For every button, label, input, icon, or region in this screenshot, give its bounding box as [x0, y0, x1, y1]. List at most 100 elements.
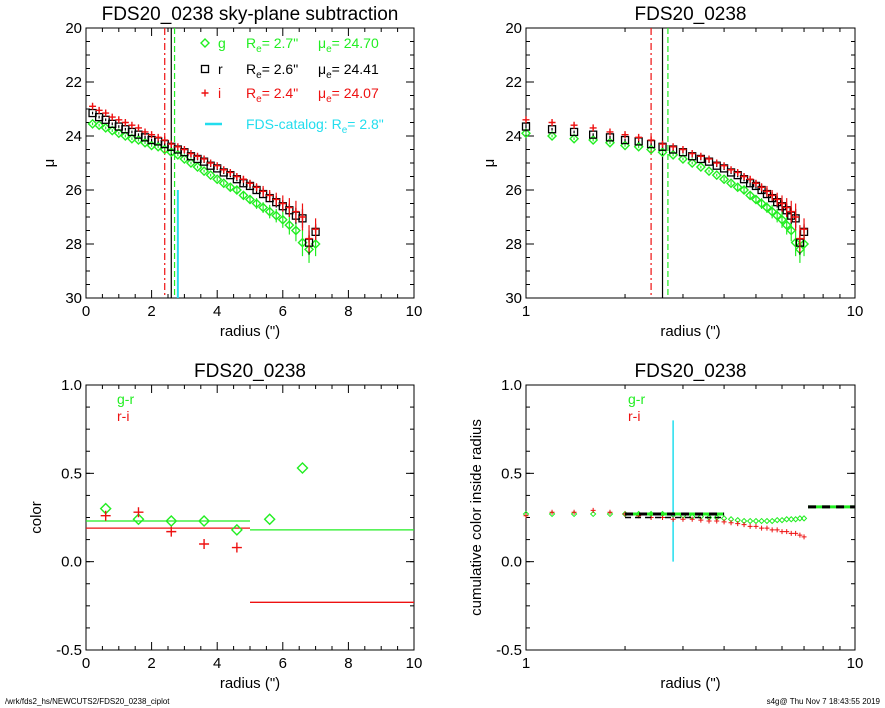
data-point-r-i [801, 534, 807, 540]
data-point-i [758, 183, 766, 191]
data-point-r-i [774, 527, 780, 533]
data-point-r-i [706, 518, 712, 524]
data-point-r-i [764, 525, 770, 531]
data-point-i [679, 146, 687, 153]
data-point-i [688, 150, 696, 158]
data-point-g [284, 220, 295, 231]
data-point-i [727, 166, 735, 174]
data-point-r-i [607, 509, 613, 515]
data-point-i [121, 119, 129, 126]
footer-timestamp: s4g@ Thu Nov 7 18:43:55 2019 [767, 697, 881, 706]
chart-title: FDS20_0238 sky-plane subtraction [102, 4, 399, 25]
y-tick-label: 30 [505, 290, 522, 307]
data-point-g-r [263, 513, 276, 526]
data-point-i [141, 128, 149, 136]
x-axis-label: radius (") [220, 323, 280, 340]
data-point-g-r [606, 510, 614, 518]
y-tick-label: 20 [65, 20, 82, 37]
data-point-i [647, 136, 655, 144]
data-point-g [756, 198, 767, 209]
data-point-g [521, 128, 531, 139]
data-point-r-i [721, 519, 727, 525]
data-point-i [128, 121, 136, 129]
data-point-g-r [296, 462, 309, 475]
data-point-g-r [746, 517, 754, 525]
data-point-i [589, 124, 597, 132]
data-point-g [87, 118, 98, 129]
data-point-i [548, 119, 556, 126]
data-point-i [266, 191, 274, 199]
data-point-g-r [548, 510, 556, 518]
data-point-i [705, 155, 713, 163]
y-tick-label: 0.5 [61, 465, 82, 482]
data-point-i [174, 143, 182, 151]
data-point-r-i [133, 507, 144, 518]
x-tick-label: 0 [82, 655, 90, 672]
x-tick-label: 10 [406, 655, 423, 672]
data-point-g [245, 194, 255, 205]
legend-mu-g: μe= 24.70 [318, 35, 379, 55]
data-point-r-i [199, 539, 210, 549]
data-point-g [212, 174, 223, 185]
data-point-i [201, 89, 209, 97]
data-point-r-i [769, 527, 775, 533]
data-point-i [246, 179, 254, 187]
data-point-g-r [198, 515, 211, 528]
data-point-g [767, 206, 778, 217]
data-point-i [570, 121, 578, 129]
data-point-g [750, 194, 761, 205]
y-axis-label: cumulative color inside radius [468, 419, 485, 616]
data-point-i [800, 225, 808, 233]
data-point-i [187, 150, 195, 158]
legend-g-r: g-r [117, 391, 134, 407]
data-point-g [251, 198, 262, 209]
data-point-g-r [796, 515, 804, 522]
data-point-i [233, 173, 241, 180]
y-tick-label: 0.0 [61, 554, 82, 571]
data-point-i [285, 204, 293, 212]
data-point-r-i [793, 530, 799, 536]
data-point-g-r [788, 516, 795, 523]
y-tick-label: 22 [505, 74, 522, 91]
data-point-i [213, 162, 221, 170]
data-point-i [669, 143, 677, 151]
x-tick-label: 10 [406, 303, 423, 320]
x-tick-label: 10 [847, 303, 864, 320]
data-point-i [194, 152, 202, 160]
x-axis-label: radius (") [660, 323, 720, 340]
x-tick-label: 2 [147, 303, 155, 320]
data-point-i [659, 140, 667, 148]
data-point-i [95, 106, 103, 114]
plot-frame [525, 27, 856, 299]
data-point-g-r [773, 516, 781, 524]
x-tick-label: 2 [147, 655, 155, 672]
data-point-i [253, 183, 261, 191]
data-point-i [740, 173, 748, 180]
data-point-r-i [741, 522, 747, 528]
data-point-i [787, 208, 795, 216]
legend-mu-r: μe= 24.41 [318, 61, 379, 81]
x-tick-label: 1 [522, 655, 530, 672]
data-point-g [687, 158, 698, 168]
data-point-g [547, 131, 558, 141]
y-tick-label: -0.5 [496, 642, 522, 659]
chart-title: FDS20_0238 [635, 4, 747, 25]
data-point-i [312, 225, 320, 233]
data-point-i [763, 187, 771, 195]
data-point-r-i [779, 529, 785, 535]
legend-r-i: r-i [628, 408, 640, 424]
data-point-g [569, 133, 580, 144]
data-point-g [677, 153, 688, 164]
data-point-g-r [752, 517, 760, 525]
chart-title: FDS20_0238 [635, 361, 747, 382]
data-point-i [115, 116, 123, 124]
legend-g-r: g-r [628, 391, 645, 407]
data-point-r-i [670, 516, 676, 522]
data-point-g [719, 174, 730, 185]
data-point-r-i [100, 510, 111, 521]
data-point-i [108, 113, 116, 121]
data-point-i [305, 235, 313, 243]
data-point-g [258, 202, 269, 213]
